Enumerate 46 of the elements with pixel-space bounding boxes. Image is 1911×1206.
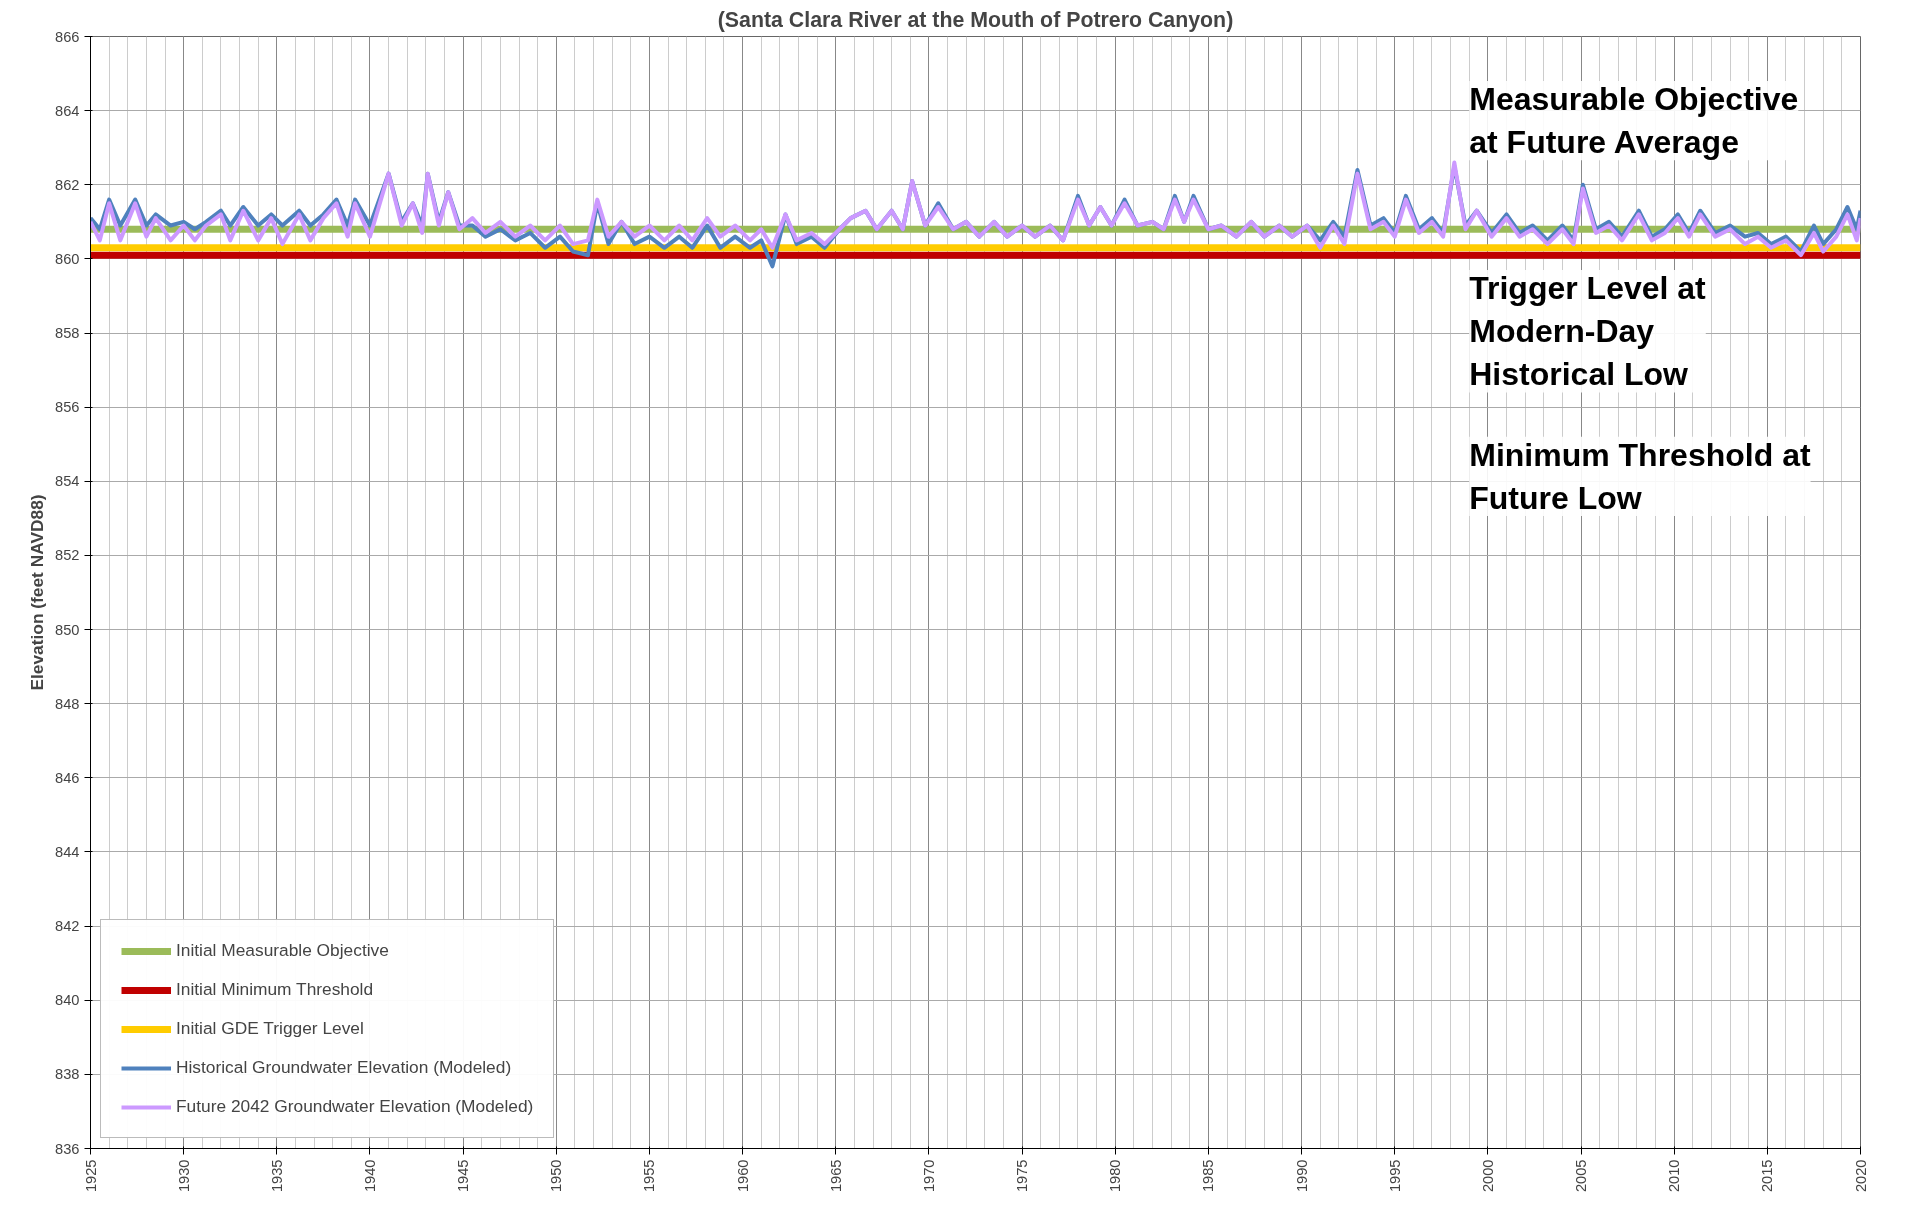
x-tick-label: 2010 (1666, 1159, 1683, 1193)
y-tick-label: 866 (55, 28, 80, 45)
y-tick-label: 858 (55, 325, 80, 342)
legend-label: Historical Groundwater Elevation (Modeled) (176, 1057, 512, 1078)
x-tick-label: 1970 (920, 1159, 937, 1193)
x-tick-label: 1960 (734, 1159, 751, 1193)
y-tick-label: 852 (55, 547, 80, 564)
y-tick-label: 864 (55, 102, 80, 119)
x-tick-label: 1930 (175, 1159, 192, 1193)
y-tick-label: 836 (55, 1140, 80, 1157)
x-tick-label: 2000 (1479, 1159, 1496, 1193)
y-tick-label: 844 (55, 843, 80, 860)
y-tick-label: 842 (55, 918, 80, 935)
x-tick-label: 1945 (455, 1159, 472, 1193)
x-tick-label: 1985 (1200, 1159, 1217, 1193)
x-tick-label: 1925 (82, 1159, 99, 1193)
annotation: Measurable Objective at Future Average (1469, 80, 1799, 161)
x-tick-label: 1965 (827, 1159, 844, 1193)
x-tick-label: 1950 (548, 1159, 565, 1193)
x-tick-label: 1990 (1293, 1159, 1310, 1193)
y-tick-label: 856 (55, 399, 80, 416)
y-tick-label: 840 (55, 992, 80, 1009)
y-tick-label: 846 (55, 769, 80, 786)
annotation: Trigger Level at Modern-Day Historical Low (1469, 270, 1707, 393)
x-tick-label: 1975 (1014, 1159, 1031, 1193)
legend-label: Initial Measurable Objective (176, 940, 389, 961)
x-tick-label: 1955 (641, 1159, 658, 1193)
y-tick-label: 838 (55, 1066, 80, 1083)
x-tick-label: 1995 (1386, 1159, 1403, 1193)
x-tick-label: 1980 (1107, 1159, 1124, 1193)
annotation: Minimum Threshold at Future Low (1469, 436, 1811, 517)
x-tick-label: 1935 (268, 1159, 285, 1193)
legend-label: Initial Minimum Threshold (176, 979, 374, 1000)
y-tick-label: 860 (55, 250, 80, 267)
x-tick-label: 2015 (1759, 1159, 1776, 1193)
y-axis-title: Elevation (feet NAVD88) (27, 494, 48, 691)
x-tick-label: 1940 (361, 1159, 378, 1193)
legend-label: Initial GDE Trigger Level (176, 1018, 364, 1039)
chart-title: (Santa Clara River at the Mouth of Potrero Canyon) (717, 7, 1234, 32)
y-tick-label: 848 (55, 695, 80, 712)
y-tick-label: 850 (55, 621, 80, 638)
y-tick-label: 854 (55, 473, 80, 490)
x-tick-label: 2005 (1573, 1159, 1590, 1193)
legend-label: Future 2042 Groundwater Elevation (Modeled) (176, 1096, 534, 1117)
x-tick-label: 2020 (1852, 1159, 1869, 1193)
y-tick-label: 862 (55, 176, 80, 193)
